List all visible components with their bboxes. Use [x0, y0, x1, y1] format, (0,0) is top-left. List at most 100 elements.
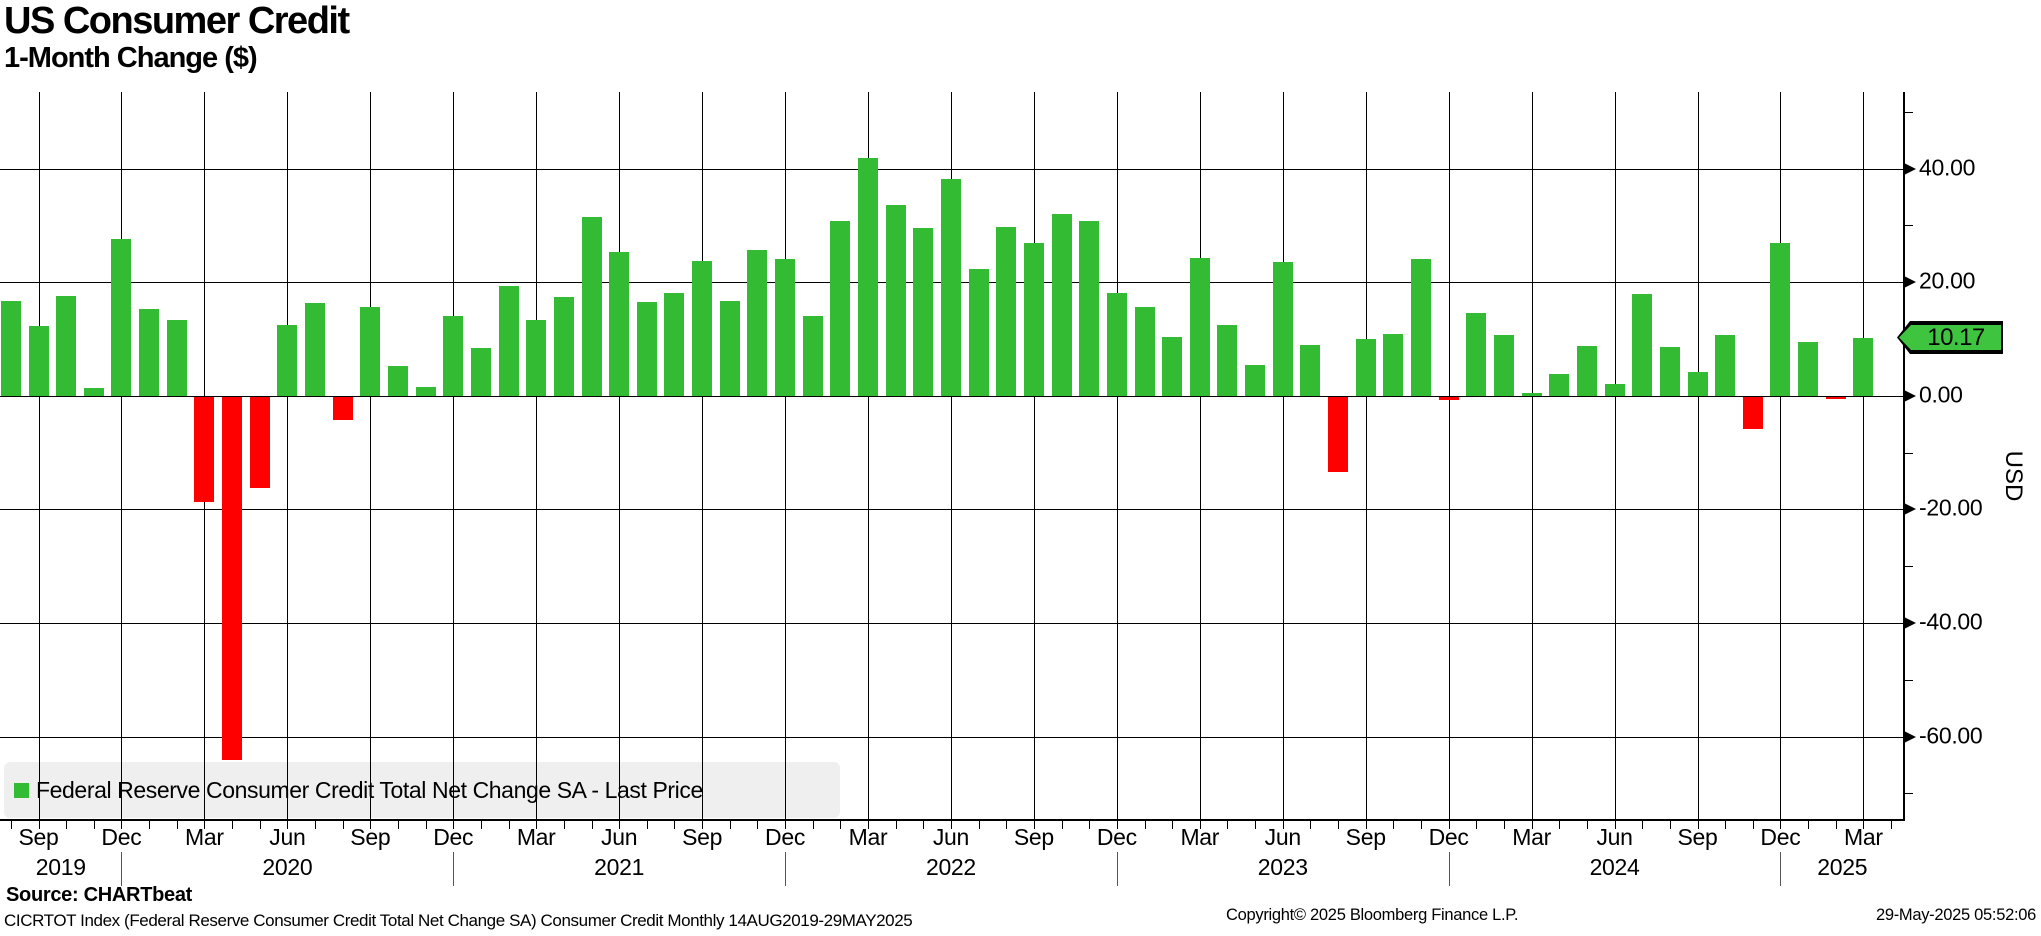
x-axis-month-tick	[1531, 820, 1533, 829]
y-axis-tick-label: -60.00	[1919, 721, 1983, 748]
bar[interactable]	[166, 319, 187, 396]
bar[interactable]	[1632, 294, 1653, 396]
bar[interactable]	[1549, 374, 1570, 396]
bar[interactable]	[1438, 395, 1459, 400]
bar[interactable]	[1853, 337, 1874, 396]
legend-item[interactable]: Federal Reserve Consumer Credit Total Ne…	[14, 762, 703, 818]
source-attribution: Source: CHARTbeat	[6, 884, 193, 906]
bar[interactable]	[1493, 334, 1514, 396]
bar[interactable]	[83, 387, 104, 396]
bar[interactable]	[802, 315, 823, 396]
x-axis-month-tick	[619, 820, 621, 829]
x-axis-month-tick	[453, 820, 455, 829]
vertical-gridline	[1780, 92, 1782, 829]
bar[interactable]	[1328, 395, 1349, 472]
bar[interactable]	[0, 301, 21, 396]
bar[interactable]	[553, 296, 574, 396]
bar[interactable]	[387, 366, 408, 396]
x-axis-month-tick	[1199, 820, 1201, 829]
y-axis-minor-tick	[1904, 793, 1913, 795]
bar[interactable]	[1189, 257, 1210, 396]
bar[interactable]	[1742, 395, 1763, 429]
bar[interactable]	[581, 216, 602, 396]
bar[interactable]	[1466, 312, 1487, 396]
bar[interactable]	[775, 259, 796, 396]
y-axis-tick-arrow-icon	[1904, 162, 1916, 175]
bar[interactable]	[1079, 220, 1100, 396]
x-axis-month-tick	[1006, 820, 1008, 829]
bar[interactable]	[1411, 258, 1431, 396]
x-axis-month-tick	[1780, 820, 1782, 829]
x-axis-month-tick	[591, 820, 593, 829]
bar[interactable]	[968, 269, 989, 396]
x-axis-month-tick	[1752, 820, 1754, 829]
bar[interactable]	[56, 296, 77, 396]
bar[interactable]	[1300, 345, 1321, 396]
bar[interactable]	[443, 316, 464, 396]
bar[interactable]	[277, 325, 298, 396]
bar[interactable]	[1383, 334, 1404, 396]
bar[interactable]	[609, 251, 630, 396]
bar[interactable]	[996, 227, 1017, 396]
bar[interactable]	[249, 395, 270, 489]
bar[interactable]	[28, 326, 49, 396]
bar[interactable]	[222, 395, 243, 760]
bar[interactable]	[1217, 324, 1238, 396]
bar[interactable]	[305, 303, 325, 396]
bar[interactable]	[858, 157, 878, 396]
bar[interactable]	[526, 320, 547, 396]
bar[interactable]	[194, 395, 215, 503]
bar[interactable]	[1576, 345, 1597, 396]
bar[interactable]	[1134, 307, 1155, 396]
y-axis-tick-label: -20.00	[1919, 494, 1983, 521]
bar[interactable]	[940, 179, 961, 396]
bar[interactable]	[332, 395, 353, 420]
bar[interactable]	[1272, 261, 1293, 396]
vertical-gridline	[702, 92, 704, 829]
bar[interactable]	[1106, 292, 1127, 396]
bar[interactable]	[111, 238, 132, 396]
x-axis-month-tick	[425, 820, 427, 829]
bar[interactable]	[1715, 334, 1736, 396]
bar[interactable]	[636, 301, 657, 396]
y-axis-tick-arrow-icon	[1904, 730, 1916, 743]
bar[interactable]	[664, 292, 685, 396]
x-axis-year-label: 2024	[1589, 854, 1640, 880]
vertical-gridline	[1863, 92, 1865, 829]
x-axis-month-tick	[950, 820, 952, 829]
year-separator	[1116, 852, 1118, 886]
bar[interactable]	[1798, 342, 1819, 396]
bar[interactable]	[885, 205, 906, 396]
bar[interactable]	[360, 307, 381, 396]
bar[interactable]	[1659, 346, 1680, 396]
bar[interactable]	[1162, 336, 1183, 396]
bar[interactable]	[913, 228, 934, 396]
bar[interactable]	[1604, 384, 1625, 396]
y-axis-tick-label: 40.00	[1919, 153, 1976, 180]
x-axis-month-tick	[1089, 820, 1091, 829]
bar[interactable]	[415, 386, 436, 396]
x-axis-month-tick	[812, 820, 814, 829]
bar[interactable]	[830, 220, 851, 396]
x-axis-month-tick	[1255, 820, 1257, 829]
bar[interactable]	[139, 309, 160, 396]
bar[interactable]	[1687, 371, 1708, 396]
bar[interactable]	[1355, 338, 1376, 396]
bar[interactable]	[719, 300, 740, 396]
x-axis-month-tick	[508, 820, 510, 829]
bar[interactable]	[1245, 365, 1266, 396]
bar[interactable]	[1521, 393, 1542, 396]
bar[interactable]	[1051, 213, 1072, 396]
bar[interactable]	[1825, 395, 1846, 400]
bar[interactable]	[470, 347, 491, 396]
bar[interactable]	[1023, 242, 1044, 396]
bar[interactable]	[1770, 242, 1791, 396]
bar[interactable]	[747, 250, 768, 396]
bar[interactable]	[692, 260, 713, 396]
bar[interactable]	[498, 285, 519, 396]
vertical-gridline	[619, 92, 621, 829]
x-axis-month-tick	[868, 820, 869, 829]
horizontal-gridline	[0, 509, 1904, 511]
x-axis-month-tick	[342, 820, 344, 829]
